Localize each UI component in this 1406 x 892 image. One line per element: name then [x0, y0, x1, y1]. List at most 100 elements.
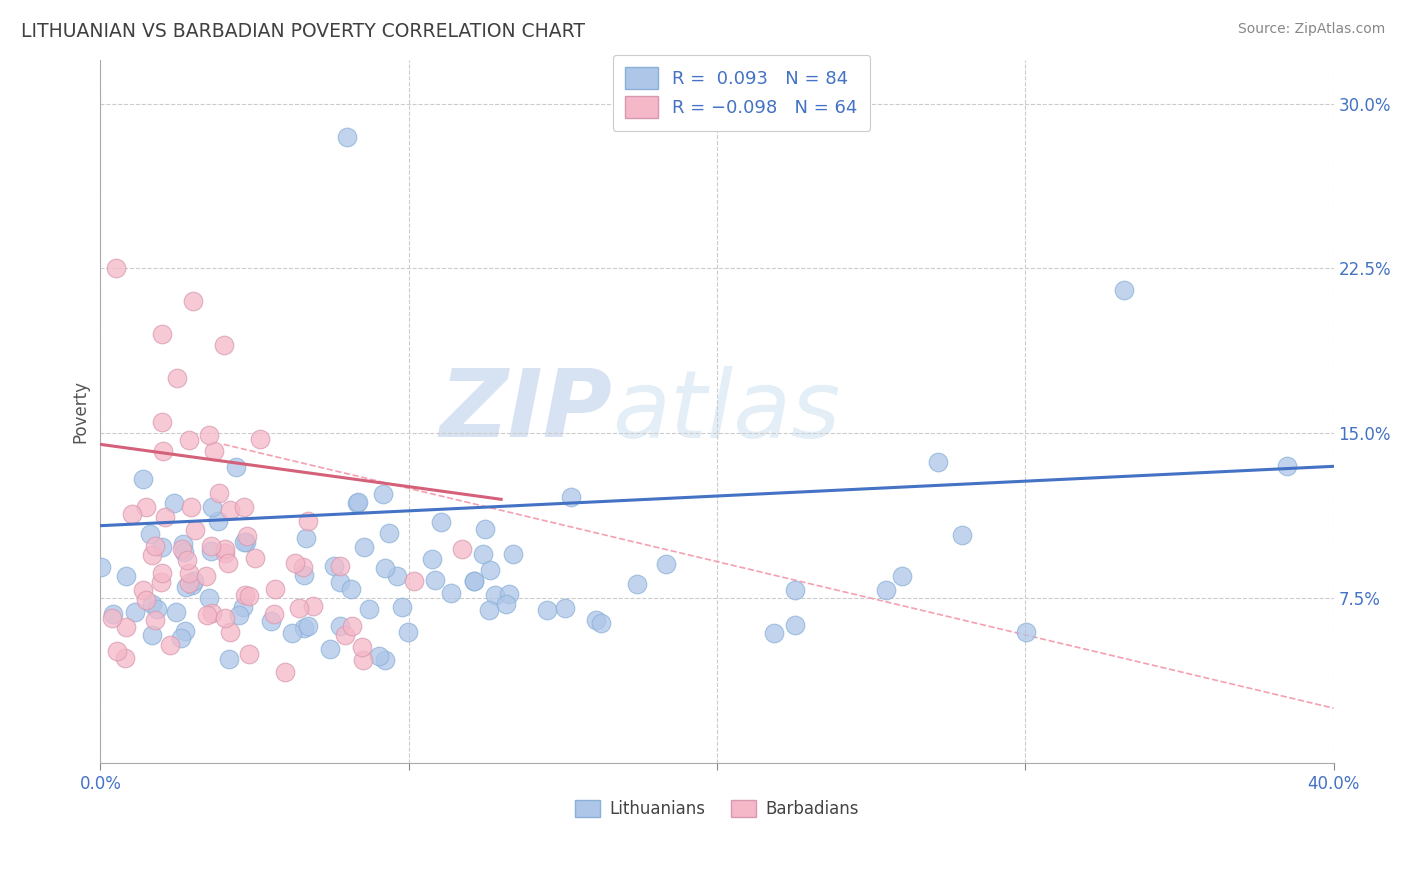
Point	[218, 652, 240, 666]
Point	[875, 583, 897, 598]
Point	[141, 628, 163, 642]
Point	[214, 545, 236, 559]
Point	[451, 541, 474, 556]
Text: LITHUANIAN VS BARBADIAN POVERTY CORRELATION CHART: LITHUANIAN VS BARBADIAN POVERTY CORRELAT…	[21, 22, 585, 41]
Point	[179, 566, 201, 581]
Point	[560, 490, 582, 504]
Point	[374, 561, 396, 575]
Point	[228, 607, 250, 622]
Point	[783, 618, 806, 632]
Point	[336, 129, 359, 144]
Point	[402, 574, 425, 588]
Point	[101, 611, 124, 625]
Point	[169, 631, 191, 645]
Point	[284, 556, 307, 570]
Point	[430, 515, 453, 529]
Point	[197, 591, 219, 606]
Point	[218, 503, 240, 517]
Point	[927, 455, 949, 469]
Point	[181, 294, 204, 309]
Point	[249, 432, 271, 446]
Point	[367, 649, 389, 664]
Point	[554, 601, 576, 615]
Point	[472, 548, 495, 562]
Point	[783, 582, 806, 597]
Point	[121, 507, 143, 521]
Point	[212, 338, 235, 352]
Point	[463, 574, 485, 588]
Point	[200, 543, 222, 558]
Point	[233, 500, 256, 514]
Point	[763, 625, 786, 640]
Point	[353, 540, 375, 554]
Point	[179, 433, 201, 447]
Point	[391, 599, 413, 614]
Point	[105, 643, 128, 657]
Point	[163, 495, 186, 509]
Point	[396, 624, 419, 639]
Point	[152, 444, 174, 458]
Point	[214, 541, 236, 556]
Point	[329, 575, 352, 590]
Point	[377, 525, 399, 540]
Point	[201, 500, 224, 514]
Point	[281, 625, 304, 640]
Point	[297, 514, 319, 528]
Point	[179, 576, 201, 591]
Point	[288, 600, 311, 615]
Point	[950, 528, 973, 542]
Point	[170, 541, 193, 556]
Point	[536, 603, 558, 617]
Point	[263, 607, 285, 621]
Point	[626, 576, 648, 591]
Point	[194, 568, 217, 582]
Point	[329, 559, 352, 574]
Point	[420, 552, 443, 566]
Point	[232, 600, 254, 615]
Point	[180, 500, 202, 515]
Point	[135, 500, 157, 515]
Point	[357, 602, 380, 616]
Point	[371, 487, 394, 501]
Point	[103, 607, 125, 622]
Point	[655, 557, 678, 571]
Point	[319, 641, 342, 656]
Point	[207, 514, 229, 528]
Point	[149, 575, 172, 590]
Point	[297, 618, 319, 632]
Point	[352, 652, 374, 666]
Point	[114, 569, 136, 583]
Point	[145, 613, 167, 627]
Point	[124, 605, 146, 619]
Point	[295, 531, 318, 545]
Point	[141, 597, 163, 611]
Point	[243, 550, 266, 565]
Point	[104, 261, 127, 276]
Point	[139, 527, 162, 541]
Point	[292, 621, 315, 635]
Point	[350, 640, 373, 654]
Point	[165, 605, 187, 619]
Point	[202, 444, 225, 458]
Point	[423, 574, 446, 588]
Point	[180, 578, 202, 592]
Point	[484, 588, 506, 602]
Point	[214, 611, 236, 625]
Point	[274, 665, 297, 680]
Point	[374, 653, 396, 667]
Point	[208, 485, 231, 500]
Point	[183, 574, 205, 588]
Point	[219, 625, 242, 640]
Point	[217, 556, 239, 570]
Point	[143, 539, 166, 553]
Y-axis label: Poverty: Poverty	[72, 380, 89, 442]
Point	[479, 563, 502, 577]
Point	[200, 539, 222, 553]
Point	[235, 534, 257, 549]
Point	[135, 593, 157, 607]
Point	[322, 559, 344, 574]
Point	[340, 619, 363, 633]
Point	[478, 603, 501, 617]
Point	[132, 472, 155, 486]
Point	[1112, 284, 1135, 298]
